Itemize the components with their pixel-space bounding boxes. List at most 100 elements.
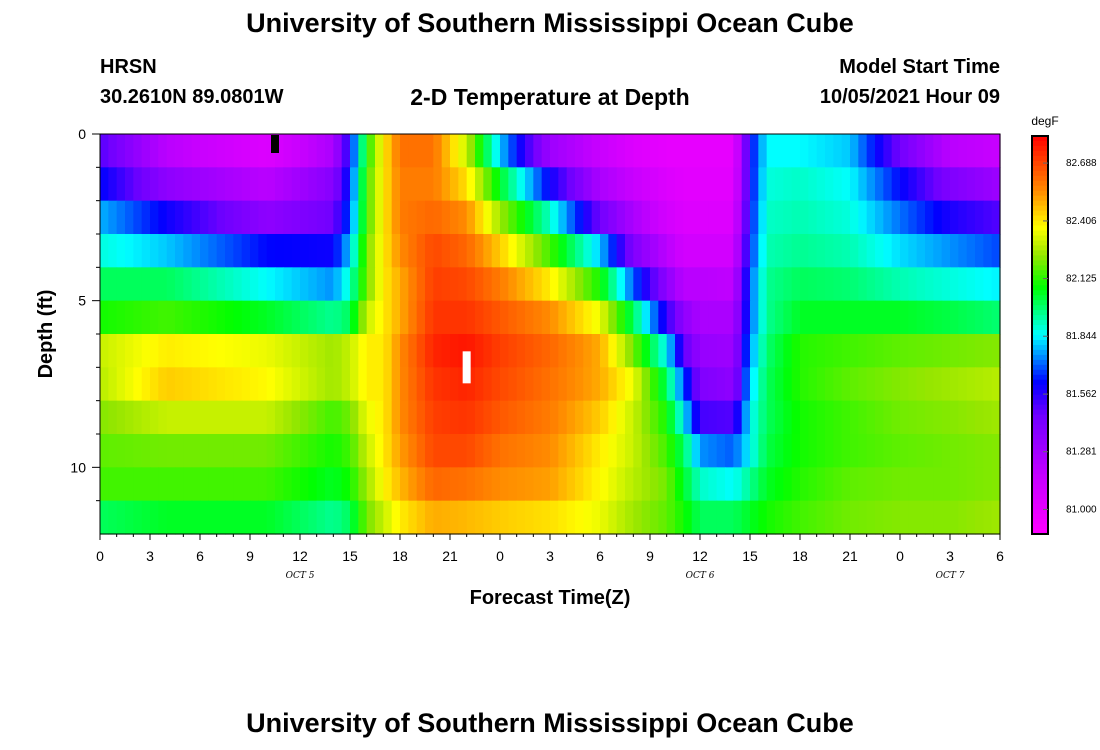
heatmap-cell [416, 334, 426, 368]
heatmap-cell [741, 167, 751, 202]
heatmap-cell [675, 467, 684, 502]
heatmap-cell [566, 134, 576, 168]
heatmap-cell [850, 400, 859, 435]
heatmap-cell [541, 334, 551, 368]
heatmap-cell [775, 334, 784, 368]
heatmap-cell [833, 367, 843, 402]
heatmap-cell [916, 167, 926, 202]
colorbar-swatch [1032, 310, 1048, 316]
heatmap-cell [758, 234, 768, 268]
x-tick-label: 21 [442, 548, 458, 564]
heatmap-cell [350, 467, 359, 502]
heatmap-cell [366, 267, 376, 302]
colorbar-swatch [1032, 260, 1048, 266]
heatmap-cell [941, 200, 951, 235]
heatmap-cell [150, 334, 159, 368]
heatmap-cell [175, 267, 184, 302]
heatmap-cell [366, 300, 376, 335]
heatmap-cell [350, 167, 359, 202]
heatmap-cell [358, 234, 368, 268]
heatmap-cell [783, 300, 793, 335]
heatmap-cell [416, 300, 426, 335]
heatmap-cell [141, 367, 151, 402]
heatmap-cell [200, 234, 209, 268]
heatmap-cell [716, 334, 726, 368]
heatmap-cell [716, 367, 726, 402]
heatmap-cell [475, 134, 484, 168]
heatmap-cell [766, 200, 776, 235]
heatmap-cell [325, 167, 334, 202]
heatmap-cell [533, 500, 543, 535]
heatmap-cell [766, 167, 776, 202]
colorbar-swatch [1032, 469, 1048, 475]
heatmap-cell [300, 267, 309, 302]
heatmap-cell [400, 367, 409, 402]
heatmap-cell [200, 200, 209, 235]
heatmap-cell [616, 400, 626, 435]
heatmap-cell [841, 134, 851, 168]
heatmap-cell [675, 300, 684, 335]
heatmap-cell [500, 400, 509, 435]
heatmap-cell [150, 134, 159, 168]
heatmap-cell [758, 300, 768, 335]
heatmap-cell [975, 167, 984, 202]
heatmap-cell [191, 200, 201, 235]
heatmap-cell [916, 334, 926, 368]
heatmap-cell [358, 467, 368, 502]
heatmap-cell [516, 267, 526, 302]
heatmap-cell [941, 434, 951, 468]
heatmap-cell [558, 267, 568, 302]
heatmap-cell [566, 334, 576, 368]
colorbar-swatch [1032, 300, 1048, 306]
heatmap-cell [258, 267, 268, 302]
heatmap-cell [150, 467, 159, 502]
heatmap-cell [675, 334, 684, 368]
heatmap-cell [250, 400, 259, 435]
heatmap-cell [650, 334, 659, 368]
heatmap-cell [691, 334, 701, 368]
heatmap-cell [516, 500, 526, 535]
colorbar-swatch [1032, 330, 1048, 336]
colorbar-swatch [1032, 170, 1048, 177]
heatmap-cell [125, 500, 134, 535]
heatmap-cell [800, 467, 809, 502]
heatmap-cell [408, 434, 418, 468]
heatmap-cell [983, 234, 993, 268]
heatmap-cell [975, 434, 984, 468]
heatmap-cell [216, 134, 226, 168]
heatmap-cell [608, 434, 618, 468]
heatmap-cell [458, 300, 468, 335]
heatmap-cell [191, 300, 201, 335]
heatmap-cell [408, 267, 418, 302]
heatmap-cell [775, 267, 784, 302]
heatmap-cell [350, 400, 359, 435]
heatmap-cell [341, 200, 351, 235]
heatmap-cell [525, 367, 534, 402]
heatmap-cell [133, 334, 143, 368]
heatmap-cell [675, 367, 684, 402]
heatmap-cell [825, 467, 834, 502]
heatmap-cell [433, 167, 443, 202]
heatmap-cell [233, 500, 243, 535]
heatmap-cell [341, 367, 351, 402]
heatmap-cell [216, 367, 226, 402]
heatmap-cell [333, 400, 343, 435]
heatmap-cell [658, 134, 668, 168]
heatmap-cell [650, 234, 659, 268]
heatmap-cell [766, 334, 776, 368]
heatmap-cell [100, 367, 109, 402]
heatmap-cell [933, 500, 943, 535]
heatmap-cell [508, 167, 518, 202]
heatmap-cell [575, 134, 584, 168]
heatmap-cell [341, 500, 351, 535]
colorbar-swatch [1032, 205, 1048, 212]
heatmap-cell [400, 234, 409, 268]
heatmap-cell [450, 267, 459, 302]
heatmap-cell [225, 167, 234, 202]
heatmap-cell [258, 367, 268, 402]
heatmap-cell [758, 500, 768, 535]
heatmap-cell [508, 400, 518, 435]
heatmap-cell [100, 167, 109, 202]
heatmap-cell [975, 300, 984, 335]
x-tick-label: 3 [946, 548, 954, 564]
